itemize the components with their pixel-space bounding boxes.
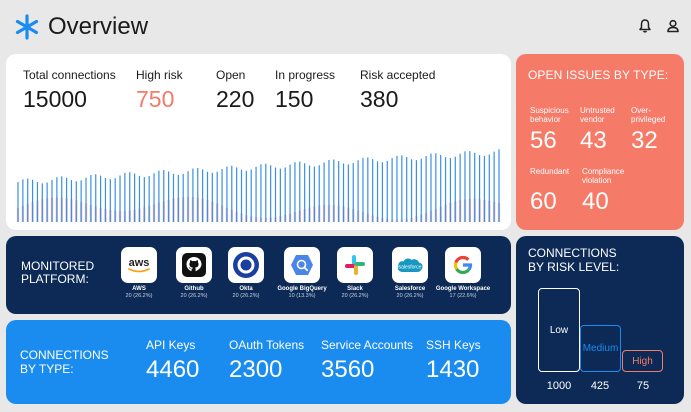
platform-name: Slack xyxy=(347,286,363,292)
svg-text:aws: aws xyxy=(129,257,150,269)
type-label: SSH Keys xyxy=(426,338,481,352)
issue-redundant[interactable]: Redundant 60 xyxy=(530,167,590,216)
type-api-keys[interactable]: API Keys 4460 xyxy=(146,338,199,384)
issue-label: Untrusted vendor xyxy=(580,106,615,124)
issue-over-privileged[interactable]: Over-privileged 32 xyxy=(631,106,681,155)
aws-logo-icon: aws xyxy=(121,247,157,283)
platform-name: AWS xyxy=(132,286,146,292)
issue-value: 32 xyxy=(631,127,658,154)
risk-bar-high[interactable]: High xyxy=(622,350,663,372)
stat-total-connections: Total connections 15000 xyxy=(23,68,116,113)
platform-google-workspace[interactable]: Google Workspace 17 (22.6%) xyxy=(435,247,491,300)
stat-value: 15000 xyxy=(23,86,87,112)
platform-stat: 20 (26.2%) xyxy=(180,293,208,299)
stat-value: 220 xyxy=(216,86,255,112)
platform-name: Github xyxy=(184,286,204,292)
user-icon[interactable] xyxy=(665,18,681,34)
stat-risk-accepted: Risk accepted 380 xyxy=(360,68,435,113)
slack-logo-icon xyxy=(337,247,373,283)
stat-label: Risk accepted xyxy=(360,68,436,82)
app-header: Overview xyxy=(12,8,683,46)
platform-stat: 10 (13.3%) xyxy=(288,293,316,299)
issue-compliance-violation[interactable]: Compliance violation 40 xyxy=(582,167,642,216)
type-label: API Keys xyxy=(146,338,196,352)
type-label: Service Accounts xyxy=(321,338,414,352)
risk-title-line: CONNECTIONS xyxy=(528,246,617,260)
bell-icon[interactable] xyxy=(637,18,653,34)
stat-high-risk: High risk 750 xyxy=(136,68,183,113)
svg-text:salesforce: salesforce xyxy=(399,265,422,271)
issue-label: Compliance violation xyxy=(582,167,625,185)
platform-stat: 20 (26.2%) xyxy=(232,293,260,299)
issue-label: Over-privileged xyxy=(631,106,666,124)
platform-stat: 20 (26.2%) xyxy=(396,293,424,299)
risk-value-medium: 425 xyxy=(590,380,610,392)
platform-name: Google BigQuery xyxy=(277,286,327,292)
github-logo-icon xyxy=(176,247,212,283)
stat-label: High risk xyxy=(136,68,183,82)
platform-stat: 17 (22.6%) xyxy=(449,293,477,299)
risk-bar-medium[interactable]: Medium xyxy=(580,325,621,372)
platform-stat: 20 (26.2%) xyxy=(341,293,369,299)
monitored-platform-card: MONITORED PLATFORM: aws AWS 20 (26.2%) G… xyxy=(6,236,511,314)
risk-title: CONNECTIONS BY RISK LEVEL: xyxy=(528,246,619,274)
platform-name: Google Workspace xyxy=(435,286,491,292)
platform-github[interactable]: Github 20 (26.2%) xyxy=(166,247,222,300)
risk-bar-low[interactable]: Low xyxy=(538,288,580,372)
bigquery-logo-icon xyxy=(284,247,320,283)
issue-value: 60 xyxy=(530,188,557,215)
platform-slack[interactable]: Slack 20 (26.2%) xyxy=(327,247,383,300)
asterisk-logo-icon xyxy=(15,14,39,40)
okta-logo-icon xyxy=(228,247,264,283)
type-title: CONNECTIONS BY TYPE: xyxy=(20,348,109,376)
platform-name: Salesforce xyxy=(394,286,426,292)
stat-label: Open xyxy=(216,68,246,82)
platform-title: MONITORED PLATFORM: xyxy=(21,260,94,286)
platform-aws[interactable]: aws AWS 20 (26.2%) xyxy=(111,247,167,300)
platform-name: Okta xyxy=(239,286,253,292)
type-ssh-keys[interactable]: SSH Keys 1430 xyxy=(426,338,481,384)
type-value: 4460 xyxy=(146,356,200,383)
stat-label: In progress xyxy=(275,68,336,82)
issue-value: 56 xyxy=(530,127,557,154)
risk-value-low: 1000 xyxy=(546,380,572,392)
connections-by-risk-card: CONNECTIONS BY RISK LEVEL: Low Medium Hi… xyxy=(516,236,684,404)
stat-value: 380 xyxy=(360,86,399,112)
stat-label: Total connections xyxy=(23,68,116,82)
risk-value-high: 75 xyxy=(636,380,650,392)
issues-title: OPEN ISSUES BY TYPE: xyxy=(528,68,669,82)
issue-label: Suspicious behavior xyxy=(530,106,569,124)
issue-untrusted-vendor[interactable]: Untrusted vendor 43 xyxy=(580,106,640,155)
type-value: 1430 xyxy=(426,356,480,383)
platform-stat: 20 (26.2%) xyxy=(125,293,153,299)
open-issues-card: OPEN ISSUES BY TYPE: Suspicious behavior… xyxy=(516,54,684,230)
connections-stats-card: Total connections 15000 High risk 750 Op… xyxy=(6,54,511,230)
risk-title-line: BY RISK LEVEL: xyxy=(528,260,620,274)
salesforce-logo-icon: salesforce xyxy=(392,247,428,283)
type-oauth-tokens[interactable]: OAuth Tokens 2300 xyxy=(229,338,304,384)
type-label: OAuth Tokens xyxy=(229,338,305,352)
connections-by-type-card: CONNECTIONS BY TYPE: API Keys 4460 OAuth… xyxy=(6,320,511,404)
type-value: 3560 xyxy=(321,356,375,383)
type-service-accounts[interactable]: Service Accounts 3560 xyxy=(321,338,413,384)
platform-salesforce[interactable]: salesforce Salesforce 20 (26.2%) xyxy=(382,247,438,300)
platform-google-bigquery[interactable]: Google BigQuery 10 (13.3%) xyxy=(274,247,330,300)
issue-label: Redundant xyxy=(530,167,570,176)
platform-title-line: MONITORED xyxy=(21,259,95,273)
issue-value: 43 xyxy=(580,127,607,154)
platform-okta[interactable]: Okta 20 (26.2%) xyxy=(218,247,274,300)
page-title: Overview xyxy=(48,13,149,40)
stat-value: 750 xyxy=(136,86,175,112)
type-title-line: BY TYPE: xyxy=(20,362,74,376)
platform-title-line: PLATFORM: xyxy=(21,272,89,286)
google-logo-icon xyxy=(445,247,481,283)
issue-suspicious-behavior[interactable]: Suspicious behavior 56 xyxy=(530,106,590,155)
stat-in-progress: In progress 150 xyxy=(275,68,335,113)
stat-open: Open 220 xyxy=(216,68,254,113)
connections-trend-sparkline xyxy=(16,149,501,222)
stat-value: 150 xyxy=(275,86,314,112)
issue-value: 40 xyxy=(582,188,609,215)
type-value: 2300 xyxy=(229,356,283,383)
type-title-line: CONNECTIONS xyxy=(20,348,109,362)
